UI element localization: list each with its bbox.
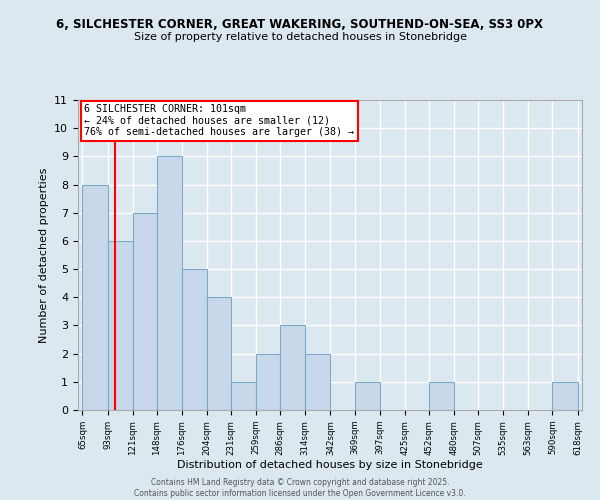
Text: Size of property relative to detached houses in Stonebridge: Size of property relative to detached ho… bbox=[133, 32, 467, 42]
Bar bbox=[107, 241, 133, 410]
Text: 6 SILCHESTER CORNER: 101sqm
← 24% of detached houses are smaller (12)
76% of sem: 6 SILCHESTER CORNER: 101sqm ← 24% of det… bbox=[84, 104, 354, 138]
Bar bbox=[133, 212, 157, 410]
Bar bbox=[355, 382, 380, 410]
Bar bbox=[231, 382, 256, 410]
Text: 6, SILCHESTER CORNER, GREAT WAKERING, SOUTHEND-ON-SEA, SS3 0PX: 6, SILCHESTER CORNER, GREAT WAKERING, SO… bbox=[56, 18, 544, 30]
X-axis label: Distribution of detached houses by size in Stonebridge: Distribution of detached houses by size … bbox=[177, 460, 483, 470]
Bar bbox=[280, 326, 305, 410]
Bar bbox=[256, 354, 280, 410]
Bar bbox=[207, 298, 231, 410]
Bar bbox=[157, 156, 182, 410]
Bar bbox=[553, 382, 578, 410]
Bar bbox=[429, 382, 454, 410]
Text: Contains HM Land Registry data © Crown copyright and database right 2025.
Contai: Contains HM Land Registry data © Crown c… bbox=[134, 478, 466, 498]
Bar bbox=[182, 269, 207, 410]
Bar bbox=[82, 184, 107, 410]
Bar bbox=[305, 354, 331, 410]
Y-axis label: Number of detached properties: Number of detached properties bbox=[39, 168, 49, 342]
